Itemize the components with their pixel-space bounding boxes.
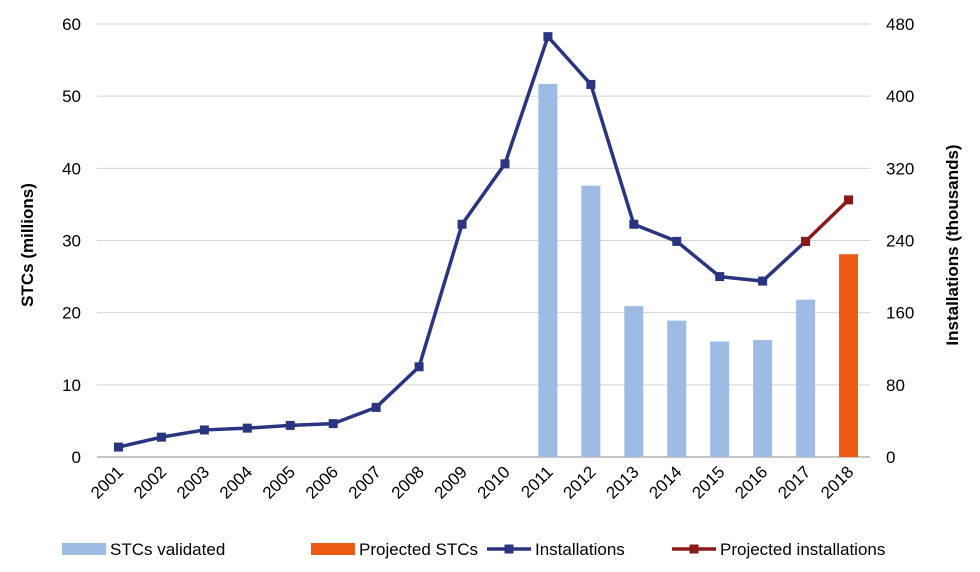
right-tick-label: 320 <box>886 159 914 178</box>
line-marker <box>242 423 252 433</box>
line-marker <box>543 32 553 42</box>
line-marker <box>586 79 596 89</box>
x-tick-label: 2010 <box>474 462 514 502</box>
x-tick-label: 2005 <box>259 462 299 502</box>
line-marker <box>457 219 467 229</box>
left-tick-label: 0 <box>72 448 81 467</box>
bar <box>624 306 644 457</box>
bar <box>710 341 730 457</box>
x-tick-label: 2013 <box>602 462 642 502</box>
x-tick-label: 2001 <box>87 462 127 502</box>
x-tick-label: 2014 <box>645 462 685 502</box>
x-tick-label: 2015 <box>688 462 728 502</box>
x-tick-label: 2016 <box>731 462 771 502</box>
left-tick-label: 30 <box>62 232 81 251</box>
x-tick-label: 2008 <box>388 462 428 502</box>
legend-marker <box>504 544 514 554</box>
right-tick-label: 0 <box>886 448 895 467</box>
x-tick-label: 2003 <box>173 462 213 502</box>
line-marker <box>113 442 123 452</box>
gridlines <box>97 23 870 458</box>
series-line <box>804 198 850 243</box>
legend-swatch <box>311 543 355 555</box>
x-tick-label: 2006 <box>302 462 342 502</box>
legend-marker <box>689 544 699 554</box>
bar <box>796 299 816 457</box>
series-line <box>118 34 807 449</box>
legend-label: Projected STCs <box>359 540 478 559</box>
bar <box>538 83 558 458</box>
bar <box>839 254 859 457</box>
line-marker <box>629 219 639 229</box>
line-marker <box>801 236 811 246</box>
x-tick-label: 2007 <box>345 462 385 502</box>
right-axis-title: Installations (thousands) <box>943 144 962 345</box>
line-marker <box>156 432 166 442</box>
x-tick-label: 2004 <box>216 462 256 502</box>
right-tick-label: 80 <box>886 376 905 395</box>
line-marker <box>199 425 209 435</box>
x-tick-label: 2017 <box>774 462 814 502</box>
legend-label: STCs validated <box>110 540 225 559</box>
left-tick-label: 10 <box>62 376 81 395</box>
line-marker <box>371 402 381 412</box>
bar <box>581 185 601 458</box>
x-tick-label: 2011 <box>517 462 556 501</box>
left-tick-label: 40 <box>62 159 81 178</box>
legend-label: Installations <box>535 540 625 559</box>
line-marker <box>414 362 424 372</box>
left-tick-label: 60 <box>62 15 81 34</box>
line-marker <box>672 236 682 246</box>
x-tick-label: 2018 <box>817 462 857 502</box>
x-tick-label: 2002 <box>130 462 170 502</box>
line-marker <box>844 195 854 205</box>
bars <box>538 83 859 458</box>
left-axis-title: STCs (millions) <box>18 183 37 307</box>
lines <box>113 32 854 452</box>
right-tick-label: 240 <box>886 232 914 251</box>
left-tick-label: 20 <box>62 304 81 323</box>
line-marker <box>715 272 725 282</box>
line-marker <box>500 159 510 169</box>
x-tick-label: 2009 <box>431 462 471 502</box>
line-marker <box>328 419 338 429</box>
right-tick-label: 480 <box>886 15 914 34</box>
legend-label: Projected installations <box>720 540 885 559</box>
left-tick-label: 50 <box>62 87 81 106</box>
legend: STCs validated Projected STCs Installation… <box>62 540 885 559</box>
line-marker <box>285 420 295 430</box>
line-marker <box>758 276 768 286</box>
bar <box>667 320 687 457</box>
right-tick-label: 400 <box>886 87 914 106</box>
legend-swatch <box>62 543 106 555</box>
right-tick-label: 160 <box>886 304 914 323</box>
bar <box>753 340 773 457</box>
x-tick-label: 2012 <box>560 462 600 502</box>
